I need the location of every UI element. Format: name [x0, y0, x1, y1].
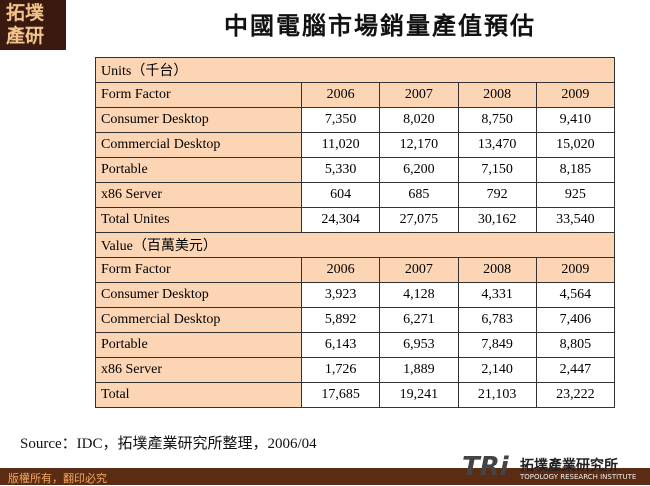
value-cell: 8,750	[457, 107, 537, 133]
value-cell: 6,143	[301, 332, 381, 358]
value-cell: 23,222	[535, 382, 616, 408]
data-row: Consumer Desktop 7,350 8,020 8,750 9,410	[94, 107, 616, 133]
section-label: Units（千台）	[95, 57, 615, 83]
value-cell: 5,330	[301, 157, 381, 183]
header-row: Form Factor 2006 2007 2008 2009	[94, 82, 616, 108]
value-cell: 13,470	[457, 132, 537, 158]
value-cell: 8,805	[535, 332, 616, 358]
header-cell: 2007	[379, 257, 459, 283]
data-table: Units（千台） Form Factor 2006 2007 2008 2009 Cons…	[94, 57, 616, 408]
value-cell: 9,410	[535, 107, 616, 133]
data-row: Portable 5,330 6,200 7,150 8,185	[94, 157, 616, 183]
value-cell: 33,540	[535, 207, 616, 233]
value-cell: 4,128	[379, 282, 459, 308]
value-cell: 2,140	[457, 357, 537, 383]
data-row: Total Unites 24,304 27,075 30,162 33,540	[94, 207, 616, 233]
header-cell: Form Factor	[94, 82, 303, 108]
brand-english: TOPOLOGY RESEARCH INSTITUTE	[520, 473, 637, 481]
row-label: Commercial Desktop	[94, 132, 303, 158]
data-row: Total 17,685 19,241 21,103 23,222	[94, 382, 616, 408]
footer-bar	[0, 468, 650, 485]
row-label: Commercial Desktop	[94, 307, 303, 333]
row-label: Consumer Desktop	[94, 282, 303, 308]
value-cell: 3,923	[301, 282, 381, 308]
value-cell: 7,849	[457, 332, 537, 358]
value-cell: 21,103	[457, 382, 537, 408]
value-cell: 6,271	[379, 307, 459, 333]
header-cell: 2007	[379, 82, 459, 108]
value-cell: 17,685	[301, 382, 381, 408]
section-row: Value（百萬美元）	[95, 232, 615, 258]
value-cell: 2,447	[535, 357, 616, 383]
table-body: Units（千台） Form Factor 2006 2007 2008 2009 Cons…	[94, 57, 616, 408]
row-label: Total Unites	[94, 207, 303, 233]
value-cell: 4,564	[535, 282, 616, 308]
value-cell: 685	[379, 182, 459, 208]
data-row: x86 Server 1,726 1,889 2,140 2,447	[94, 357, 616, 383]
brand-name: 拓墣產業研究所	[520, 458, 618, 474]
logo-text: 產研	[6, 25, 45, 47]
value-cell: 4,331	[457, 282, 537, 308]
brand-logo: TRi	[462, 452, 509, 482]
value-cell: 12,170	[379, 132, 459, 158]
value-cell: 15,020	[535, 132, 616, 158]
data-row: Consumer Desktop 3,923 4,128 4,331 4,564	[94, 282, 616, 308]
value-cell: 11,020	[301, 132, 381, 158]
header-cell: 2008	[457, 257, 537, 283]
value-cell: 1,726	[301, 357, 381, 383]
row-label: Portable	[94, 157, 303, 183]
row-label: Total	[94, 382, 303, 408]
row-label: x86 Server	[94, 182, 303, 208]
source: Source：IDC，拓墣產業研究所整理，2006/04	[20, 436, 317, 452]
header-cell: 2006	[301, 257, 381, 283]
value-cell: 6,783	[457, 307, 537, 333]
copyright: 版權所有，翻印必究	[8, 472, 107, 485]
value-cell: 925	[535, 182, 616, 208]
row-label: Consumer Desktop	[94, 107, 303, 133]
data-row: x86 Server 604 685 792 925	[94, 182, 616, 208]
row-label: Portable	[94, 332, 303, 358]
value-cell: 19,241	[379, 382, 459, 408]
value-cell: 604	[301, 182, 381, 208]
value-cell: 7,406	[535, 307, 616, 333]
row-label: x86 Server	[94, 357, 303, 383]
header-cell: 2006	[301, 82, 381, 108]
value-cell: 8,020	[379, 107, 459, 133]
value-cell: 30,162	[457, 207, 537, 233]
logo-text: 拓墣	[6, 2, 45, 24]
data-row: Portable 6,143 6,953 7,849 8,805	[94, 332, 616, 358]
value-cell: 5,892	[301, 307, 381, 333]
logo: 拓墣 產研	[0, 0, 66, 50]
value-cell: 27,075	[379, 207, 459, 233]
header-cell: 2008	[457, 82, 537, 108]
header-row: Form Factor 2006 2007 2008 2009	[94, 257, 616, 283]
header-cell: 2009	[535, 257, 616, 283]
value-cell: 8,185	[535, 157, 616, 183]
data-row: Commercial Desktop 5,892 6,271 6,783 7,406	[94, 307, 616, 333]
value-cell: 6,200	[379, 157, 459, 183]
header-cell: Form Factor	[94, 257, 303, 283]
section-label: Value（百萬美元）	[95, 232, 615, 258]
value-cell: 792	[457, 182, 537, 208]
header-cell: 2009	[535, 82, 616, 108]
value-cell: 1,889	[379, 357, 459, 383]
data-row: Commercial Desktop 11,020 12,170 13,470 15,0…	[94, 132, 616, 158]
title: 中國電腦市場銷量產值預估	[224, 11, 536, 40]
section-row: Units（千台）	[95, 57, 615, 83]
value-cell: 24,304	[301, 207, 381, 233]
value-cell: 7,150	[457, 157, 537, 183]
value-cell: 6,953	[379, 332, 459, 358]
value-cell: 7,350	[301, 107, 381, 133]
